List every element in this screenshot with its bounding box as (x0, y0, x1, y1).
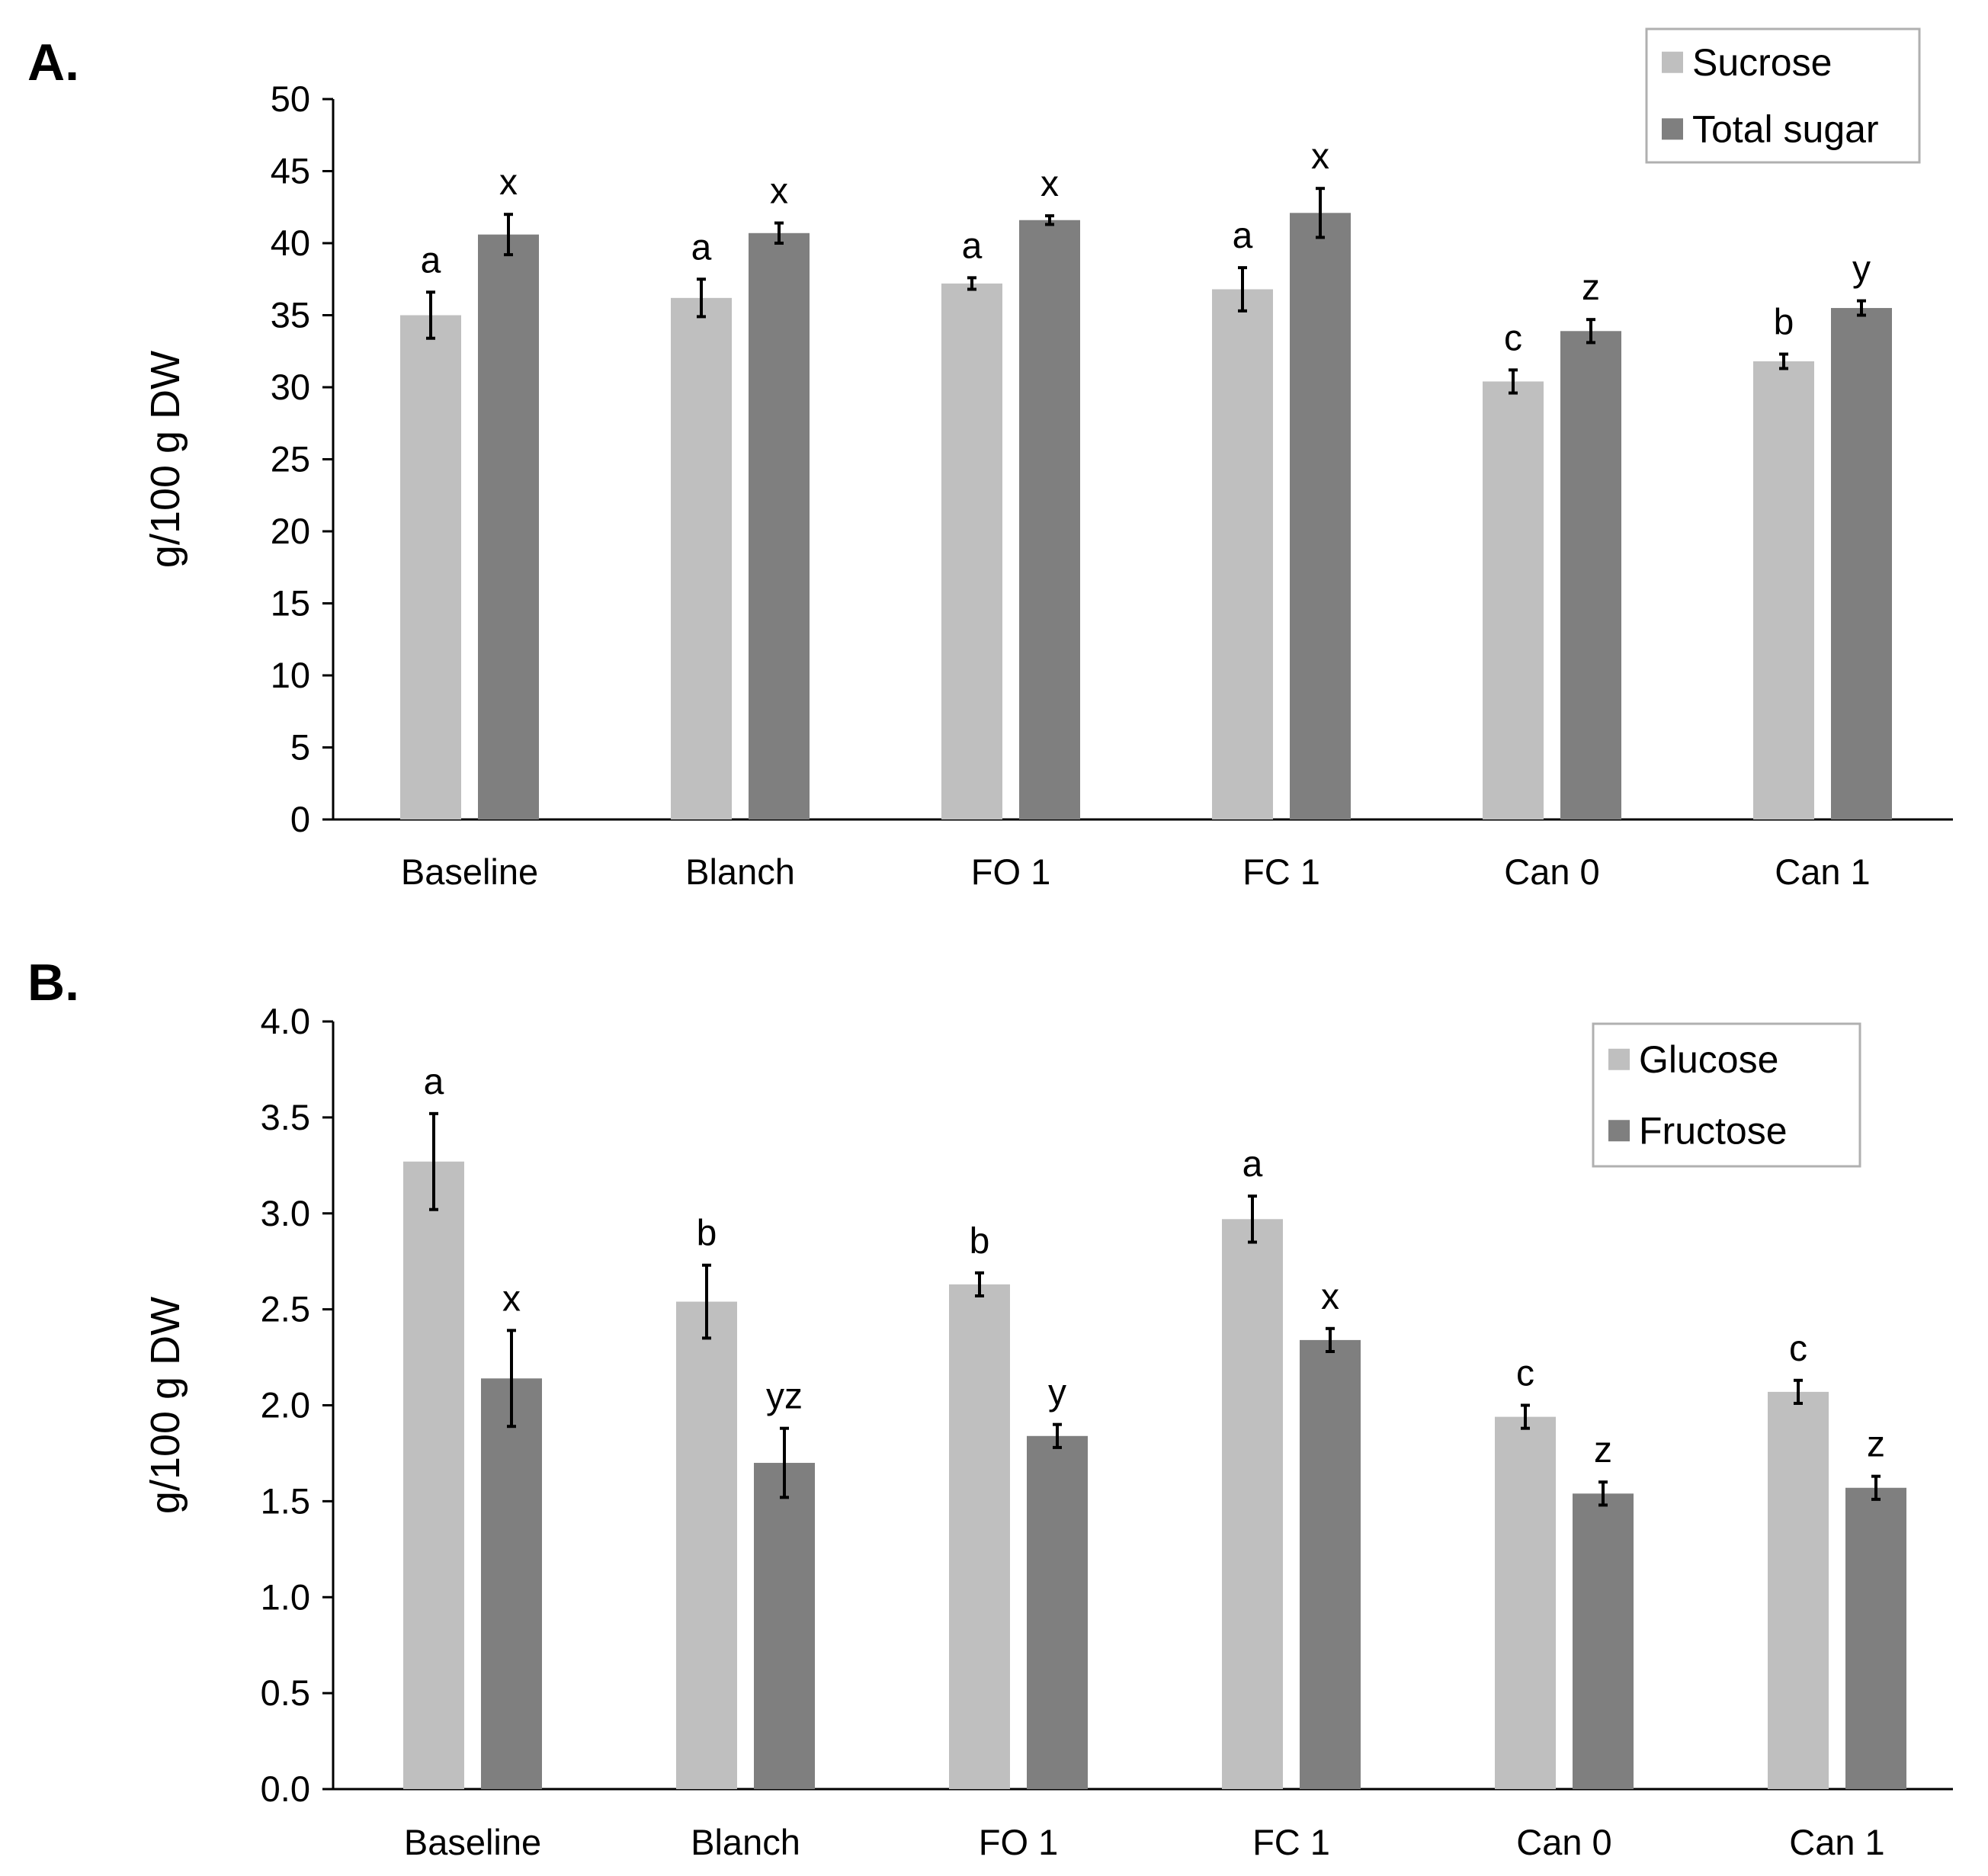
bar-fructose (481, 1378, 542, 1789)
bar-fructose (1573, 1493, 1634, 1789)
legend: Sucrose Total sugar (1645, 27, 1921, 164)
y-tick-label: 35 (271, 295, 310, 335)
bar-fructose (1845, 1487, 1906, 1789)
significance-letter: x (1311, 136, 1329, 177)
significance-letter: a (962, 226, 983, 266)
y-tick-label: 3.5 (261, 1097, 310, 1137)
x-category-label: Blanch (691, 1822, 800, 1862)
y-tick-label: 5 (290, 727, 310, 768)
significance-letter: z (1582, 268, 1600, 308)
y-axis-label: g/100 g DW (143, 351, 188, 568)
legend-swatch (1662, 118, 1683, 140)
y-tick-label: 2.5 (261, 1289, 310, 1329)
bar-fructose (1300, 1339, 1361, 1789)
significance-letter: y (1852, 249, 1871, 290)
bar-glucose (1495, 1416, 1556, 1789)
significance-letter: c (1504, 318, 1522, 358)
significance-letter: a (1233, 216, 1253, 256)
bar-glucose (676, 1301, 737, 1789)
panel-label: A. (27, 34, 79, 91)
significance-letter: x (1321, 1277, 1339, 1317)
x-category-label: Baseline (401, 851, 538, 892)
bar-glucose (949, 1284, 1010, 1789)
panel-a: A. g/100 g DW 0 5 10 15 20 25 30 35 40 45 50 a x Baseli… (27, 27, 1953, 892)
legend-swatch (1608, 1048, 1630, 1070)
significance-letter: a (1242, 1144, 1263, 1185)
legend-box (1645, 27, 1921, 164)
significance-letter: yz (766, 1377, 803, 1417)
y-tick-label: 15 (271, 583, 310, 624)
bar-sucrose (1212, 289, 1273, 820)
bar-fructose (754, 1463, 815, 1789)
legend-swatch (1608, 1120, 1630, 1142)
significance-letter: c (1789, 1329, 1807, 1369)
bar-glucose (1222, 1219, 1283, 1789)
y-tick-label: 20 (271, 511, 310, 551)
y-tick-label: 2.0 (261, 1385, 310, 1425)
x-category-label: FC 1 (1252, 1822, 1330, 1862)
significance-letter: z (1867, 1425, 1885, 1465)
panel-label: B. (27, 954, 79, 1012)
x-category-label: Can 1 (1789, 1822, 1884, 1862)
y-tick-label: 0.5 (261, 1672, 310, 1713)
legend-entry: Glucose (1639, 1038, 1778, 1081)
significance-letter: b (1774, 303, 1794, 343)
y-tick-label: 3.0 (261, 1193, 310, 1233)
significance-letter: a (424, 1062, 444, 1102)
panel-b: B. g/100 g DW 0.0 0.5 1.0 1.5 2.0 2.5 3.0 3.5 4.0 a… (27, 954, 1953, 1862)
x-category-label: FC 1 (1242, 851, 1320, 892)
bar-glucose (1768, 1391, 1829, 1789)
significance-letter: x (502, 1278, 521, 1319)
bar-total-sugar (1019, 220, 1080, 819)
bar-sucrose (400, 315, 461, 819)
legend: Glucose Fructose (1592, 1022, 1861, 1168)
bar-total-sugar (478, 234, 539, 819)
significance-letter: b (697, 1214, 717, 1254)
x-category-label: Can 0 (1516, 1822, 1611, 1862)
x-category-label: Can 1 (1775, 851, 1870, 892)
significance-letter: z (1594, 1430, 1612, 1470)
y-tick-label: 0.0 (261, 1769, 310, 1809)
bar-sucrose (1753, 361, 1814, 820)
legend-box (1592, 1022, 1861, 1168)
bar-total-sugar (1290, 213, 1351, 819)
y-tick-label: 10 (271, 655, 310, 695)
significance-letter: a (421, 240, 441, 281)
significance-letter: y (1048, 1373, 1066, 1413)
y-tick-label: 1.0 (261, 1576, 310, 1617)
legend-entry: Sucrose (1692, 41, 1832, 84)
y-tick-label: 0 (290, 799, 310, 839)
bar-fructose (1027, 1435, 1088, 1789)
bar-total-sugar (1560, 331, 1621, 819)
significance-letter: c (1516, 1354, 1534, 1394)
y-tick-label: 45 (271, 151, 310, 191)
y-axis-label: g/100 g DW (143, 1297, 188, 1514)
legend-swatch (1662, 51, 1683, 73)
y-tick-label: 50 (271, 79, 310, 119)
y-tick-label: 1.5 (261, 1480, 310, 1521)
bar-total-sugar (1831, 308, 1892, 819)
bar-sucrose (671, 297, 732, 819)
x-category-label: Blanch (685, 851, 795, 892)
y-tick-label: 40 (271, 223, 310, 263)
y-tick-label: 4.0 (261, 1001, 310, 1041)
bar-sucrose (941, 283, 1002, 819)
significance-letter: x (770, 172, 788, 212)
x-category-label: Baseline (404, 1822, 541, 1862)
legend-entry: Fructose (1639, 1109, 1788, 1152)
x-category-label: FO 1 (971, 851, 1050, 892)
significance-letter: x (1040, 164, 1059, 204)
y-tick-label: 30 (271, 367, 310, 407)
bar-total-sugar (749, 232, 810, 819)
x-category-label: Can 0 (1504, 851, 1599, 892)
x-category-label: FO 1 (979, 1822, 1058, 1862)
legend-entry: Total sugar (1692, 107, 1879, 150)
significance-letter: a (691, 227, 712, 268)
significance-letter: b (970, 1221, 990, 1262)
bar-sucrose (1483, 381, 1544, 819)
significance-letter: x (499, 162, 518, 203)
bar-glucose (403, 1161, 464, 1789)
y-tick-label: 25 (271, 439, 310, 479)
